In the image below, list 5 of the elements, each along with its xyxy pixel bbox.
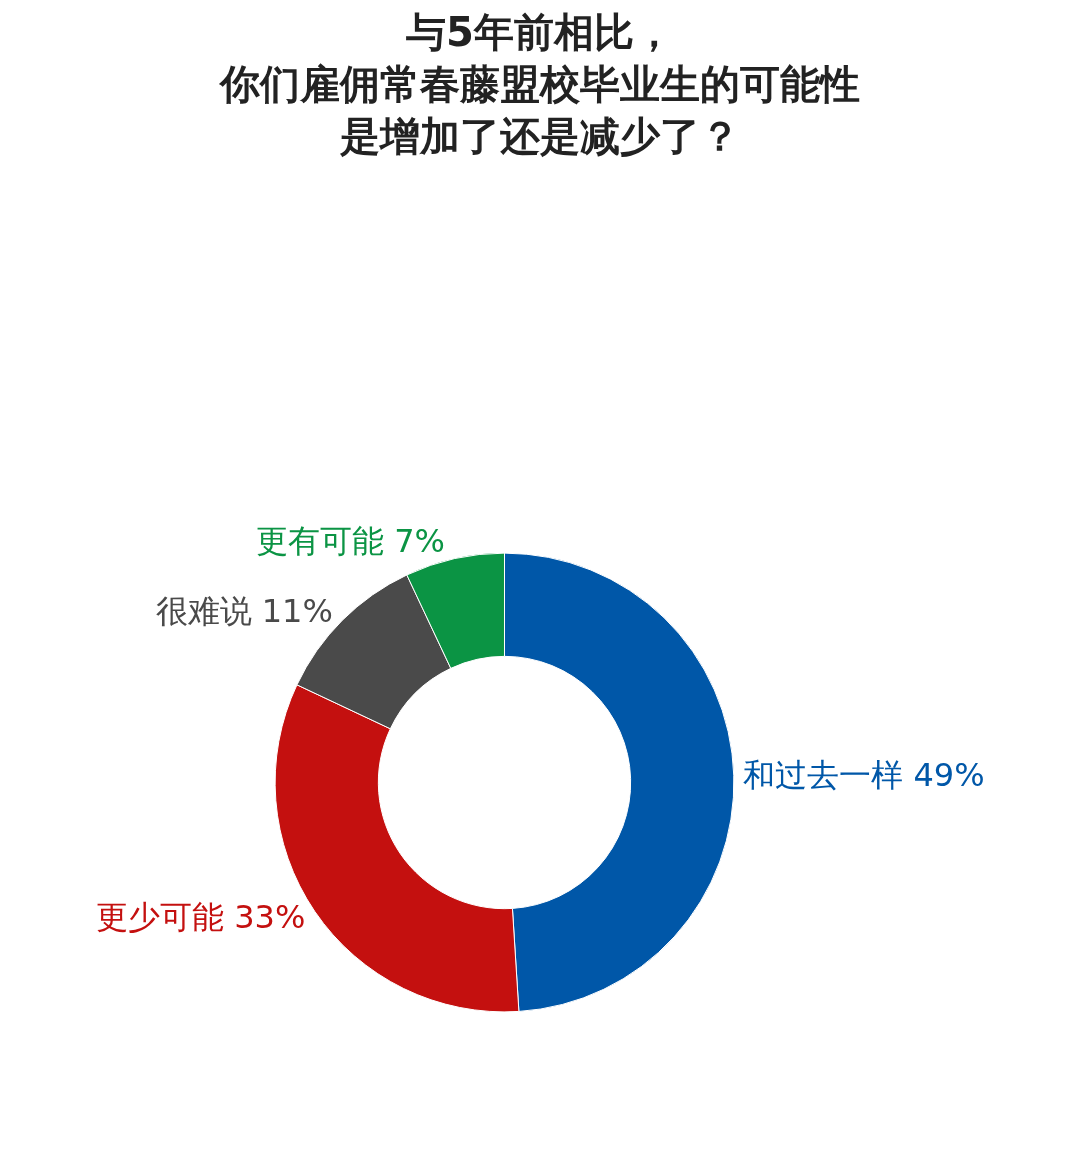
slice-label: 更少可能 33%: [95, 898, 306, 937]
slice-label: 更有可能 7%: [256, 521, 445, 560]
slice-label: 很难说 11%: [155, 591, 333, 630]
chart-title: 与5年前相比，你们雇佣常春藤盟校毕业生的可能性是增加了还是减少了？: [218, 9, 860, 160]
slice-label: 和过去一样 49%: [743, 756, 985, 795]
